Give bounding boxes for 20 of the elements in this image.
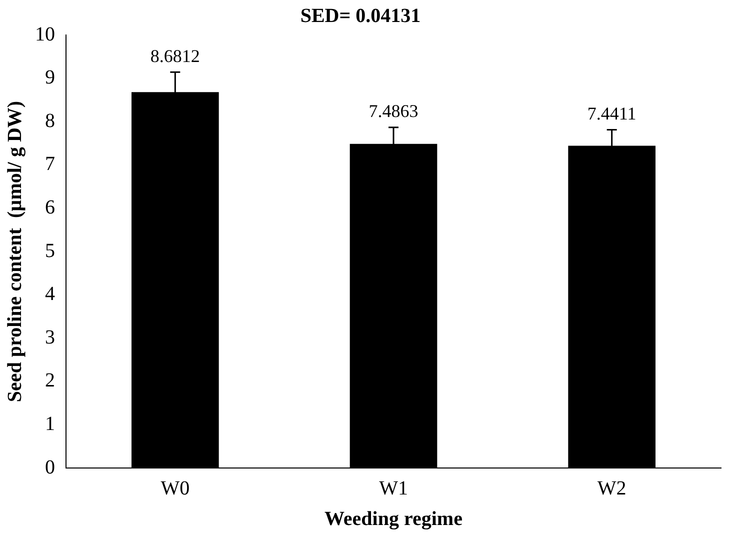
x-tick-label: W0 [160,477,190,500]
y-tick-label: 8 [45,110,55,132]
x-tick-label: W1 [379,477,408,500]
y-tick-label: 5 [45,240,55,262]
y-tick-label: 3 [45,326,55,348]
y-tick-label: 7 [45,153,55,176]
chart-title: SED= 0.04131 [300,5,421,28]
data-label: 7.4863 [368,101,418,122]
x-tick-label: W2 [597,477,626,500]
y-tick-label: 2 [45,370,55,392]
y-axis-title: Seed proline content (µmol/ g DW) [4,100,26,402]
y-tick-label: 0 [45,456,55,478]
data-label: 7.4411 [587,104,636,124]
y-tick-label: 4 [45,283,55,306]
x-axis-title: Weeding regime [324,508,463,530]
y-tick-label: 6 [45,196,55,218]
y-tick-label: 1 [45,412,55,435]
y-tick-label: 10 [35,23,55,46]
data-label: 8.6812 [150,46,200,66]
y-tick-label: 9 [45,66,55,89]
